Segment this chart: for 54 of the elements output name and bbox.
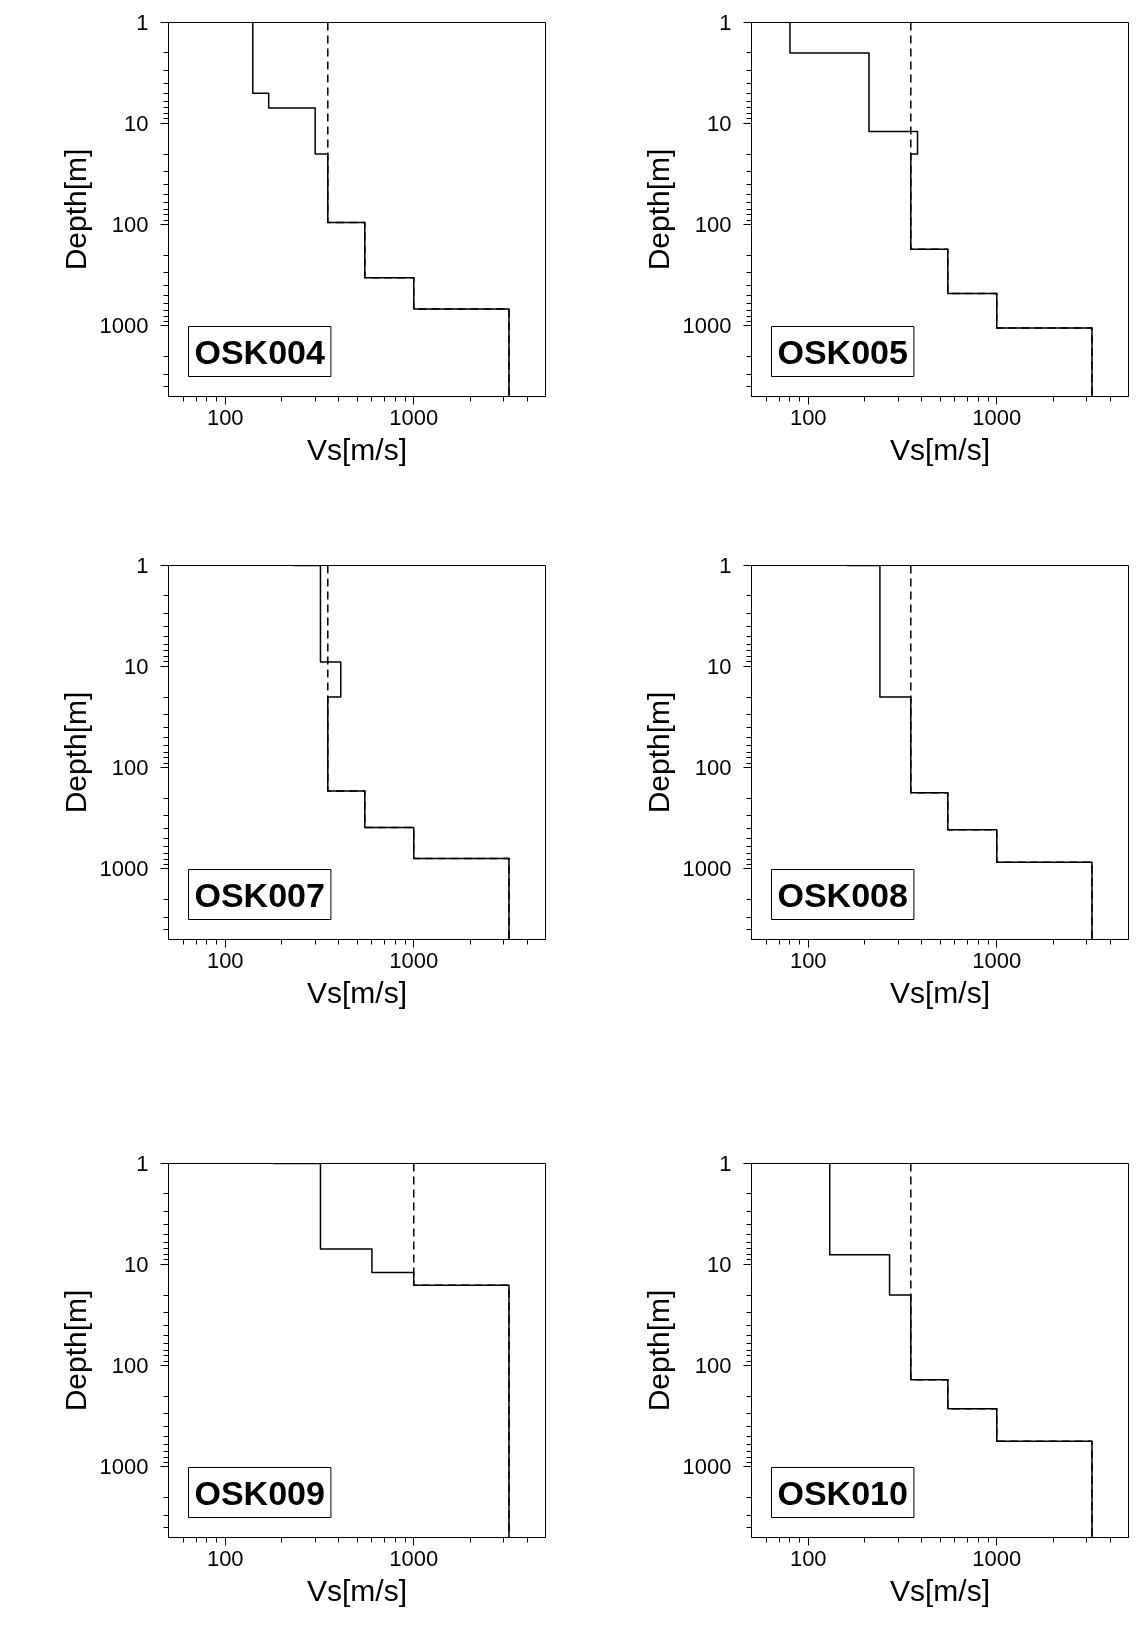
x-tick-label: 1000: [389, 404, 439, 430]
y-tick-label: 10: [124, 1252, 149, 1278]
y-axis-title: Depth[m]: [58, 691, 92, 814]
y-tick-label: 1000: [682, 1454, 732, 1480]
y-tick-label: 100: [694, 755, 732, 781]
x-axis-title: Vs[m/s]: [890, 1573, 991, 1607]
x-axis-title: Vs[m/s]: [307, 432, 408, 466]
y-tick-label: 1000: [682, 856, 732, 882]
x-tick-label: 100: [789, 404, 827, 430]
y-tick-label: 100: [111, 212, 149, 238]
y-tick-label: 1: [719, 553, 732, 578]
y-axis-title: Depth[m]: [641, 148, 675, 271]
y-axis-title: Depth[m]: [641, 691, 675, 814]
y-tick-label: 10: [707, 654, 732, 680]
x-tick-label: 1000: [972, 947, 1022, 973]
y-tick-label: 1000: [99, 313, 149, 339]
y-tick-label: 1: [719, 10, 732, 35]
x-axis-title: Vs[m/s]: [307, 1573, 408, 1607]
annotation: OSK004: [194, 332, 325, 371]
y-tick-label: 10: [124, 654, 149, 680]
y-tick-label: 10: [707, 111, 732, 137]
y-tick-label: 100: [694, 212, 732, 238]
y-tick-label: 1000: [99, 1454, 149, 1480]
annotation: OSK010: [777, 1473, 908, 1512]
x-tick-label: 1000: [972, 1545, 1022, 1571]
y-tick-label: 1: [136, 1151, 149, 1176]
x-axis-title: Vs[m/s]: [307, 975, 408, 1009]
y-axis-title: Depth[m]: [641, 1289, 675, 1412]
annotation: OSK005: [777, 332, 908, 371]
x-tick-label: 100: [206, 1545, 244, 1571]
y-tick-label: 1000: [682, 313, 732, 339]
y-tick-label: 100: [111, 755, 149, 781]
y-axis-title: Depth[m]: [58, 1289, 92, 1412]
y-tick-label: 1000: [99, 856, 149, 882]
annotation: OSK008: [777, 875, 908, 914]
x-axis-title: Vs[m/s]: [890, 975, 991, 1009]
x-tick-label: 1000: [972, 404, 1022, 430]
y-tick-label: 10: [707, 1252, 732, 1278]
y-tick-label: 100: [694, 1353, 732, 1379]
y-tick-label: 1: [136, 10, 149, 35]
y-tick-label: 1: [136, 553, 149, 578]
annotation: OSK007: [194, 875, 325, 914]
y-tick-label: 10: [124, 111, 149, 137]
x-tick-label: 1000: [389, 1545, 439, 1571]
x-axis-title: Vs[m/s]: [890, 432, 991, 466]
x-tick-label: 100: [206, 404, 244, 430]
x-tick-label: 100: [789, 947, 827, 973]
y-tick-label: 100: [111, 1353, 149, 1379]
y-tick-label: 1: [719, 1151, 732, 1176]
x-tick-label: 1000: [389, 947, 439, 973]
x-tick-label: 100: [789, 1545, 827, 1571]
y-axis-title: Depth[m]: [58, 148, 92, 271]
annotation: OSK009: [194, 1473, 325, 1512]
x-tick-label: 100: [206, 947, 244, 973]
